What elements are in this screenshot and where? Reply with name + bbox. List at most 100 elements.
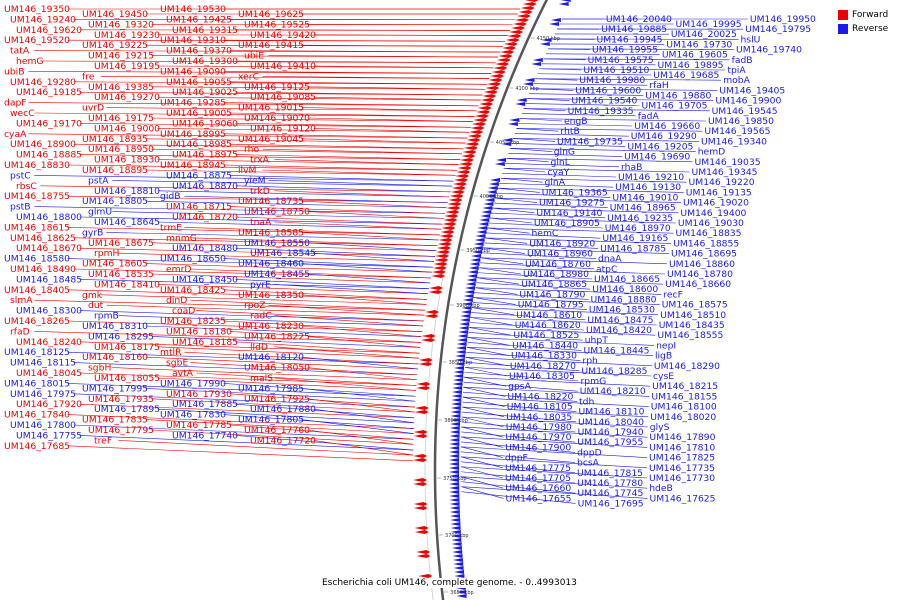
reverse-leader-line xyxy=(468,332,583,341)
gene-label: lldD xyxy=(250,342,268,353)
reverse-leader-line xyxy=(503,167,690,173)
gene-label: UM146_17840 xyxy=(4,410,70,421)
gene-label: trkD xyxy=(250,186,270,197)
gene-label: coaD xyxy=(172,306,195,317)
reverse-feature-mark xyxy=(450,422,460,426)
reverse-leader-line xyxy=(460,451,576,463)
gene-label: dapF xyxy=(4,98,27,109)
gene-label: UM146_19195 xyxy=(94,61,160,72)
gene-label: UM146_18435 xyxy=(659,320,725,331)
gene-label: UM146_18265 xyxy=(4,316,70,327)
forward-leader-line xyxy=(106,304,425,316)
forward-leader-line xyxy=(34,112,475,117)
forward-leader-line xyxy=(151,429,414,445)
gene-label: UM146_20040 xyxy=(606,14,672,25)
reverse-feature-mark xyxy=(458,326,469,330)
forward-leader-line xyxy=(235,185,451,193)
forward-leader-line xyxy=(229,112,475,117)
forward-feature-mark xyxy=(520,6,535,10)
gene-label: UM146_18980 xyxy=(523,269,589,280)
reverse-leader-line xyxy=(461,491,576,504)
forward-leader-line xyxy=(79,154,461,160)
forward-leader-line xyxy=(274,190,450,198)
forward-feature-mark xyxy=(435,254,450,258)
gene-label: ilvM xyxy=(238,165,257,176)
gene-label: dinD xyxy=(166,295,187,306)
forward-feature-mark xyxy=(414,526,429,530)
gene-label: UM146_19385 xyxy=(88,82,154,93)
reverse-feature-mark xyxy=(461,306,472,310)
forward-leader-line xyxy=(67,227,440,236)
forward-feature-mark xyxy=(436,250,450,254)
forward-feature-mark xyxy=(414,406,429,410)
gene-label: glmU xyxy=(88,207,112,218)
forward-feature-mark xyxy=(500,50,515,54)
forward-feature-mark xyxy=(431,270,446,274)
reverse-feature-mark xyxy=(478,222,489,226)
forward-leader-line xyxy=(157,377,417,391)
reverse-feature-mark xyxy=(490,178,500,182)
gene-label: UM146_17990 xyxy=(160,378,226,389)
forward-leader-line xyxy=(190,268,431,279)
forward-leader-line xyxy=(235,123,471,128)
forward-feature-mark xyxy=(413,430,428,434)
gene-label: UM146_19280 xyxy=(10,77,76,88)
reverse-leader-line xyxy=(518,123,633,127)
gene-label: UM146_18995 xyxy=(160,129,226,140)
reverse-leader-line xyxy=(509,148,696,152)
kbp-label: 4150 kbp xyxy=(536,36,560,42)
forward-leader-line xyxy=(79,310,424,322)
forward-leader-line xyxy=(112,211,444,219)
reverse-leader-line xyxy=(500,177,687,183)
forward-feature-mark xyxy=(511,26,526,30)
forward-leader-line xyxy=(79,435,414,451)
gene-label: UM146_17740 xyxy=(172,430,238,441)
reverse-leader-line xyxy=(463,386,650,397)
gene-label: UM146_18865 xyxy=(521,279,587,290)
reverse-leader-line xyxy=(519,118,562,122)
gene-label: UM146_19405 xyxy=(719,85,785,96)
forward-leader-line xyxy=(40,185,451,193)
reverse-leader-line xyxy=(509,148,552,152)
reverse-feature-mark xyxy=(449,486,460,490)
gene-label: tdh xyxy=(579,396,594,407)
forward-leader-line xyxy=(307,86,485,90)
gene-label: UM146_19600 xyxy=(575,85,641,96)
reverse-leader-line xyxy=(499,182,614,188)
gene-label: rfaH xyxy=(649,80,669,91)
gene-label: UM146_19955 xyxy=(592,45,658,56)
gene-label: trxA xyxy=(250,155,270,166)
reverse-feature-mark xyxy=(480,214,491,218)
reverse-leader-line xyxy=(465,357,508,367)
gene-label: UM146_18610 xyxy=(516,310,582,321)
legend: Forward Reverse xyxy=(838,8,898,36)
reverse-feature-mark xyxy=(449,426,460,430)
forward-leader-line xyxy=(307,242,437,251)
gene-label: UM146_18625 xyxy=(10,233,76,244)
gene-label: dppD xyxy=(577,447,602,458)
forward-leader-line xyxy=(313,440,414,456)
reverse-leader-line xyxy=(506,158,549,163)
forward-leader-line xyxy=(145,138,466,144)
gene-label: UM146_19850 xyxy=(708,116,774,127)
forward-feature-mark xyxy=(421,338,436,342)
forward-leader-line xyxy=(196,372,417,386)
reverse-feature-mark xyxy=(449,470,459,474)
forward-feature-mark xyxy=(462,150,477,154)
forward-leader-line xyxy=(157,190,450,198)
reverse-leader-line xyxy=(502,172,617,178)
gene-label: UM146_18790 xyxy=(519,289,585,300)
reverse-feature-mark xyxy=(453,566,464,570)
gene-label: UM146_19025 xyxy=(172,87,238,98)
forward-feature-mark xyxy=(431,274,446,278)
forward-leader-line xyxy=(262,148,462,155)
reverse-leader-line xyxy=(461,486,504,499)
gene-label: UM146_19340 xyxy=(701,136,767,147)
gene-label: UM146_18800 xyxy=(16,212,82,223)
reverse-leader-line xyxy=(511,143,626,147)
reverse-feature-mark xyxy=(450,526,461,530)
gene-label: rfaD xyxy=(10,326,30,337)
forward-leader-line xyxy=(301,138,466,144)
reverse-leader-line xyxy=(505,163,620,168)
